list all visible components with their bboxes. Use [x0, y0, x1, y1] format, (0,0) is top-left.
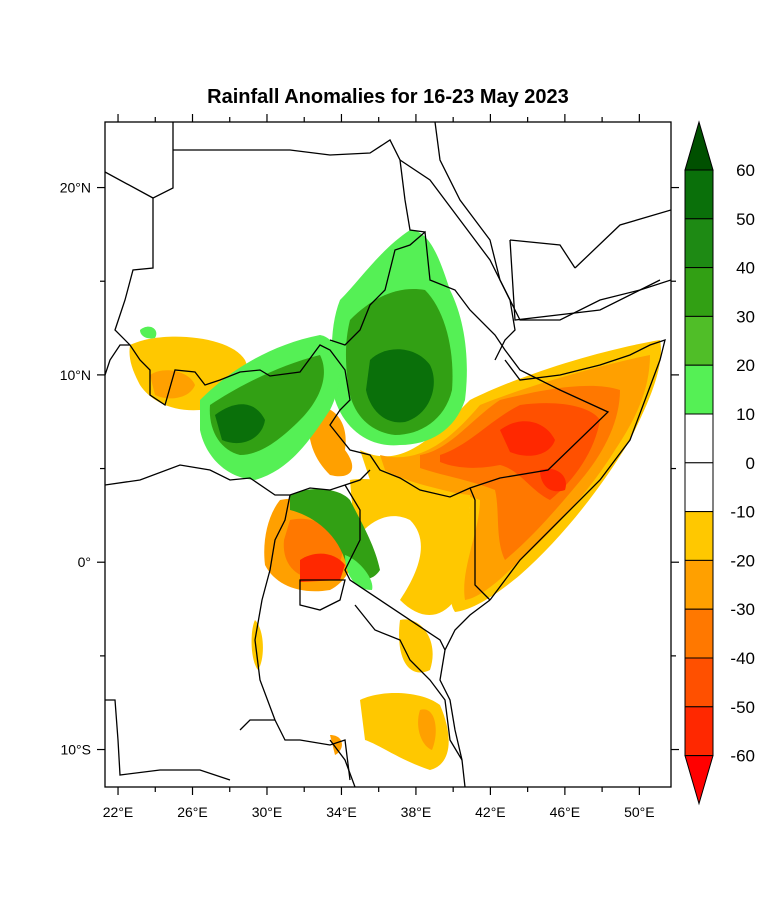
map-frame	[104, 121, 672, 788]
colorbar-bin	[684, 608, 714, 659]
colorbar-bin	[684, 267, 714, 317]
lon-label: 38°E	[401, 804, 432, 820]
lat-label: 10°N	[60, 367, 91, 383]
lon-label: 26°E	[177, 804, 208, 820]
axis-ticks	[97, 114, 679, 795]
colorbar-label: -50	[730, 698, 755, 717]
anomaly-uganda-lightgreen	[345, 555, 373, 590]
colorbar-label: 50	[736, 210, 755, 229]
anomaly-kenya-yellow	[350, 478, 471, 615]
anomaly-uganda-green	[290, 488, 380, 579]
colorbar-label: 60	[736, 161, 755, 180]
colorbar-bin	[684, 169, 714, 220]
lon-label: 46°E	[550, 804, 581, 820]
colorbar-bin	[684, 315, 714, 366]
colorbar-label: -60	[730, 747, 755, 766]
colorbar-bin	[684, 364, 714, 415]
colorbar-bin	[684, 706, 714, 757]
anomaly-car-orange	[150, 370, 195, 399]
colorbar-label: 10	[736, 405, 755, 424]
colorbar-bin	[684, 462, 714, 513]
colorbar-label: -10	[730, 503, 755, 522]
colorbar-label: 0	[746, 454, 755, 473]
colorbar-label: 20	[736, 356, 755, 375]
anomaly-sudan-darkgreen	[215, 404, 265, 444]
lon-label: 42°E	[475, 804, 506, 820]
colorbar-label: -40	[730, 649, 755, 668]
colorbar-label: 40	[736, 259, 755, 278]
anomaly-ethiopia-darkgreen	[366, 349, 434, 423]
anomaly-chad-lightgreen	[140, 326, 157, 339]
colorbar-bin	[684, 218, 714, 269]
lon-label: 50°E	[624, 804, 655, 820]
country-borders	[105, 122, 671, 787]
anomaly-somalia-red	[500, 421, 566, 492]
anomaly-tanzania-yellow	[251, 619, 449, 770]
colorbar-label: 30	[736, 307, 755, 326]
colorbar-over-triangle	[684, 120, 714, 171]
colorbar-label: -30	[730, 600, 755, 619]
colorbar: 60 50 40 30 20 10 0 -10 -20 -30 -40 -50 -60	[684, 120, 755, 806]
lon-label: 34°E	[326, 804, 357, 820]
anomaly-tanzania-orange	[330, 709, 436, 755]
lat-label: 20°N	[60, 180, 91, 196]
colorbar-bin	[684, 413, 714, 464]
anomaly-uganda-red	[300, 553, 345, 582]
colorbar-label: -20	[730, 551, 755, 570]
lon-label: 22°E	[103, 804, 134, 820]
lon-label: 30°E	[252, 804, 283, 820]
lat-label: 0°	[78, 554, 91, 570]
colorbar-bin	[684, 511, 714, 561]
colorbar-bin	[684, 559, 714, 610]
lat-label: 10°S	[60, 742, 91, 758]
colorbar-bin	[684, 657, 714, 708]
anomaly-field	[129, 230, 661, 770]
colorbar-under-triangle	[684, 755, 714, 806]
map-title: Rainfall Anomalies for 16-23 May 2023	[207, 86, 569, 108]
